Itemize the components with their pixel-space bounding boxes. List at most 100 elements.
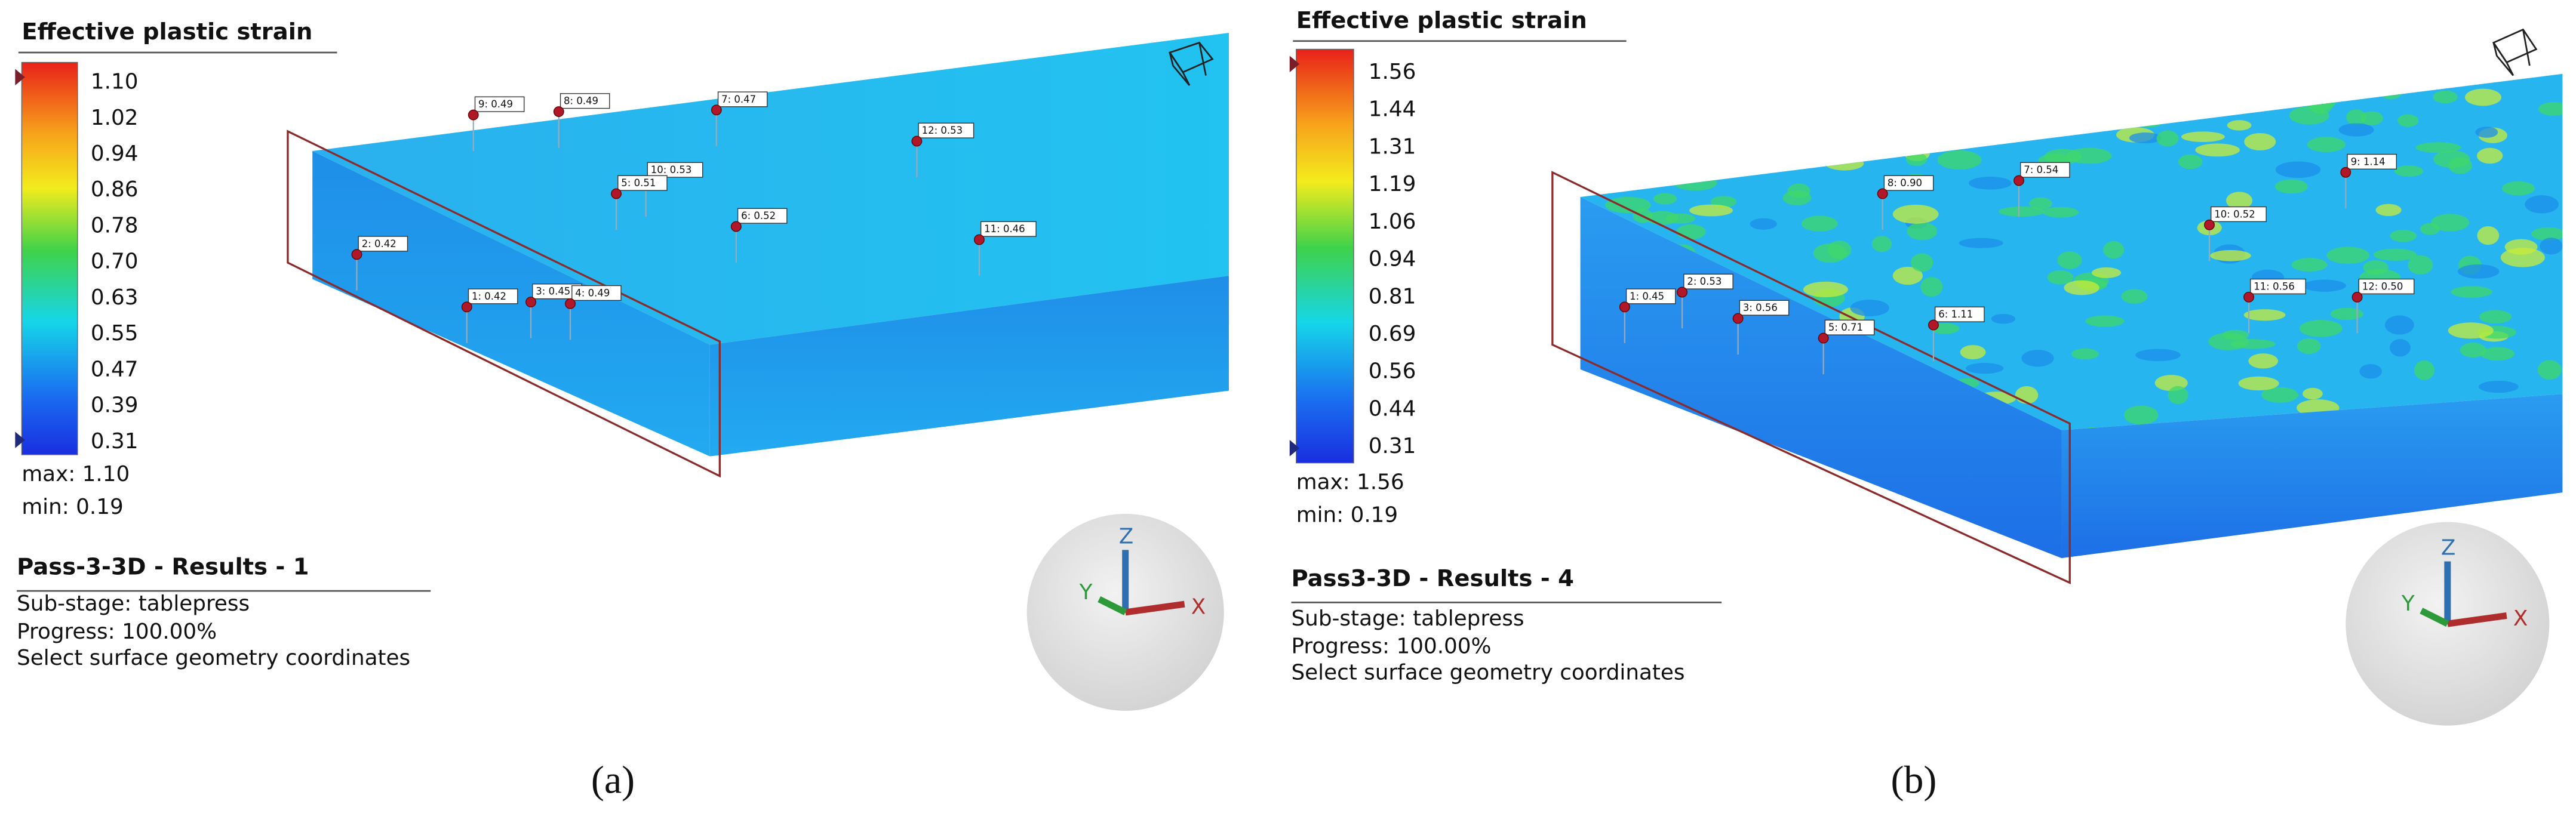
spot — [1785, 116, 1806, 130]
spot — [2124, 405, 2159, 425]
probe-box — [560, 93, 610, 109]
legend-tick-label: 0.47 — [91, 357, 139, 381]
probe-box — [2250, 278, 2306, 295]
spot — [2307, 137, 2346, 152]
spot — [2433, 150, 2470, 168]
probe-box — [717, 91, 768, 107]
spot — [1710, 196, 1737, 208]
x-axis — [1124, 600, 1185, 616]
probe-box — [647, 162, 703, 178]
probe-box — [358, 236, 408, 252]
spot — [1665, 213, 1696, 224]
legend-tick-label: 0.31 — [91, 429, 139, 454]
slab-b — [1551, 28, 2563, 585]
spot — [2360, 111, 2383, 125]
probe-marker — [1818, 332, 1829, 344]
results-line: Sub-stage: tablepress — [1292, 606, 1524, 631]
y-axis — [1098, 596, 1127, 615]
spot — [2043, 207, 2079, 218]
spot — [2394, 165, 2424, 177]
probe-marker — [2204, 219, 2215, 230]
spot — [1683, 131, 1705, 144]
probe-box — [1935, 306, 1985, 322]
spot — [2502, 181, 2535, 196]
caption: (a) — [591, 758, 635, 802]
spot — [2183, 94, 2214, 106]
spot — [2390, 229, 2417, 242]
spot — [1803, 281, 1848, 298]
probe-box — [474, 96, 525, 112]
spot — [1673, 175, 1717, 191]
spot — [1910, 253, 1933, 272]
probe-marker — [611, 188, 622, 199]
spot — [2257, 73, 2286, 79]
spot — [2099, 73, 2138, 81]
spot — [2181, 131, 2225, 143]
spot — [1801, 215, 1838, 232]
probe-label: 12: 0.53 — [922, 125, 963, 136]
legend-tick-label: 0.94 — [91, 141, 139, 166]
spot — [1802, 148, 1841, 165]
spot — [1616, 73, 1660, 83]
spot — [2359, 363, 2382, 379]
spot — [2392, 73, 2437, 84]
spot — [1597, 87, 1631, 106]
spot — [2390, 338, 2411, 357]
legend-tick-label: 0.31 — [1369, 434, 1416, 458]
probe-label: 8: 0.49 — [564, 95, 598, 107]
spot — [2384, 315, 2414, 335]
probe-marker — [2351, 291, 2363, 303]
spot — [1997, 73, 2028, 80]
legend-tick-label: 1.06 — [1369, 209, 1416, 234]
probe-label: 6: 0.52 — [741, 210, 776, 221]
view-cube — [1168, 41, 1214, 86]
spot — [1580, 153, 1604, 164]
spot — [1630, 104, 1655, 122]
spot — [1641, 97, 1663, 116]
spot — [2475, 127, 2498, 138]
probe-label: 10: 0.52 — [2214, 208, 2255, 220]
probe-label: 3: 0.45 — [536, 286, 570, 297]
spot — [2227, 120, 2252, 131]
z-label: Z — [1119, 524, 1134, 548]
spot — [2303, 279, 2347, 292]
spot — [1968, 73, 2012, 79]
spot — [2085, 315, 2125, 327]
spot — [1580, 143, 1596, 160]
probe-box — [571, 285, 622, 301]
probe-marker — [2243, 291, 2254, 303]
spot — [1580, 371, 1591, 390]
spot — [1901, 115, 1935, 131]
spot — [2414, 360, 2434, 380]
spot — [1625, 81, 1659, 94]
spot — [2061, 89, 2092, 102]
spot — [1621, 135, 1646, 147]
spot — [1959, 238, 2003, 248]
spot — [2308, 96, 2333, 114]
spot — [1750, 218, 1777, 230]
probe-label: 2: 0.42 — [362, 238, 396, 249]
spot — [2209, 85, 2244, 103]
probe-box — [468, 288, 518, 304]
spot — [2476, 147, 2503, 164]
probe-label: 5: 0.51 — [621, 177, 656, 189]
spot — [2537, 360, 2562, 380]
range-marker — [15, 69, 25, 86]
spot — [2243, 309, 2286, 321]
spot — [2248, 353, 2279, 369]
spot — [2538, 102, 2563, 116]
spot — [2448, 322, 2494, 339]
spot — [2397, 114, 2419, 127]
results-line: Select surface geometry coordinates — [17, 646, 410, 670]
probe-label: 2: 0.53 — [1687, 276, 1722, 287]
spot — [2015, 386, 2039, 404]
spot — [2373, 248, 2417, 261]
legend-tick-label: 0.55 — [91, 321, 139, 346]
spot — [2531, 227, 2563, 241]
y-axis — [2420, 608, 2449, 627]
probe-box — [617, 175, 668, 191]
spot — [1971, 90, 1995, 107]
probe-label: 9: 1.14 — [2351, 156, 2386, 167]
spot — [2433, 90, 2458, 104]
legend-title: Effective plastic strain — [21, 19, 312, 45]
